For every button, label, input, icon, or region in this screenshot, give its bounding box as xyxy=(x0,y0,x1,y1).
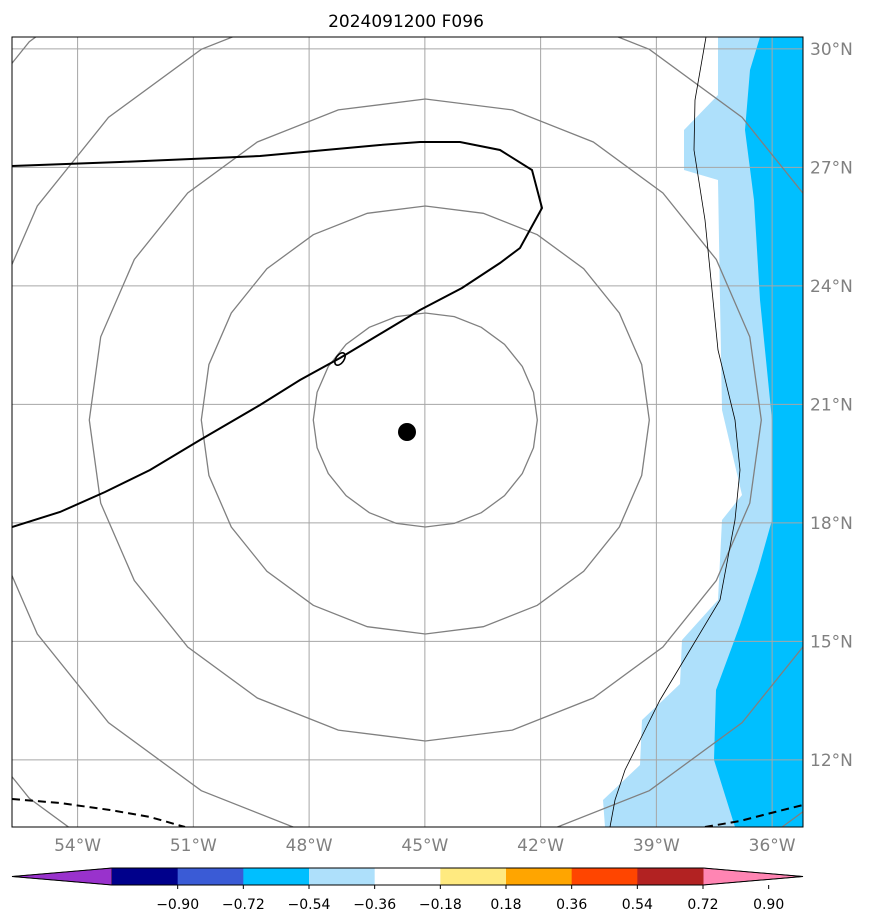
colorbar-segment xyxy=(243,868,310,885)
longitude-label: 54°W xyxy=(54,836,101,856)
colorbar-extend-low xyxy=(11,867,113,886)
range-ring xyxy=(312,312,538,528)
longitude-label: 36°W xyxy=(749,836,796,856)
range-ring xyxy=(200,205,650,635)
colorbar-tick-label: 0.72 xyxy=(687,897,718,913)
colorbar-outline xyxy=(11,867,804,886)
colorbar-tick-label: −0.72 xyxy=(222,897,265,913)
longitude-label: 45°W xyxy=(401,836,448,856)
range-ring xyxy=(88,98,762,742)
anomaly-blue-region xyxy=(714,37,803,827)
colorbar-tick-label: 0.36 xyxy=(556,897,587,913)
longitude-label: 42°W xyxy=(517,836,564,856)
colorbar-tick-label: 0.90 xyxy=(753,897,784,913)
colorbar-tick-label: 0.18 xyxy=(490,897,521,913)
colorbar-segment xyxy=(440,868,507,885)
boundary-line xyxy=(609,37,741,827)
colorbar-tick-label: −0.90 xyxy=(156,897,199,913)
map-frame xyxy=(11,36,804,828)
latitude-label: 12°N xyxy=(810,751,853,771)
longitude-labels: 54°W 51°W 48°W 45°W 42°W 39°W 36°W xyxy=(54,836,796,856)
latitude-label: 21°N xyxy=(810,395,853,415)
colorbar-tick-label: 0.54 xyxy=(622,897,653,913)
longitude-label: 51°W xyxy=(170,836,217,856)
colorbar: −0.90 −0.72 −0.54 −0.36 −0.18 0.18 0.36 0.54 0.7… xyxy=(11,867,804,913)
contour-dashed-line-sw xyxy=(12,798,186,827)
range-ring xyxy=(12,37,803,827)
colorbar-segment xyxy=(506,868,573,885)
colorbar-segment xyxy=(374,868,441,885)
longitude-label: 39°W xyxy=(633,836,680,856)
latitude-label: 27°N xyxy=(810,158,853,178)
longitude-label: 48°W xyxy=(286,836,333,856)
colorbar-tick-label: −0.36 xyxy=(353,897,396,913)
colorbar-segment xyxy=(112,868,179,885)
latitude-label: 24°N xyxy=(810,277,853,297)
map-title: 2024091200 F096 xyxy=(328,12,484,32)
latitude-label: 15°N xyxy=(810,632,853,652)
storm-center-marker xyxy=(398,423,416,441)
grid-lines xyxy=(12,37,803,827)
latitude-labels: 30°N 27°N 24°N 21°N 18°N 15°N 12°N xyxy=(810,40,853,771)
colorbar-tick-label: −0.54 xyxy=(288,897,331,913)
colorbar-tick-label: −0.18 xyxy=(419,897,462,913)
latitude-label: 18°N xyxy=(810,514,853,534)
colorbar-segment xyxy=(637,868,704,885)
contour-solid-line xyxy=(12,141,544,528)
contour-dashed-line-se xyxy=(704,804,803,827)
colorbar-segment xyxy=(309,868,376,885)
contour-small-closed xyxy=(334,352,346,366)
colorbar-extend-high xyxy=(702,867,804,886)
colorbar-segment xyxy=(177,868,244,885)
latitude-label: 30°N xyxy=(810,40,853,60)
colorbar-segment xyxy=(571,868,638,885)
